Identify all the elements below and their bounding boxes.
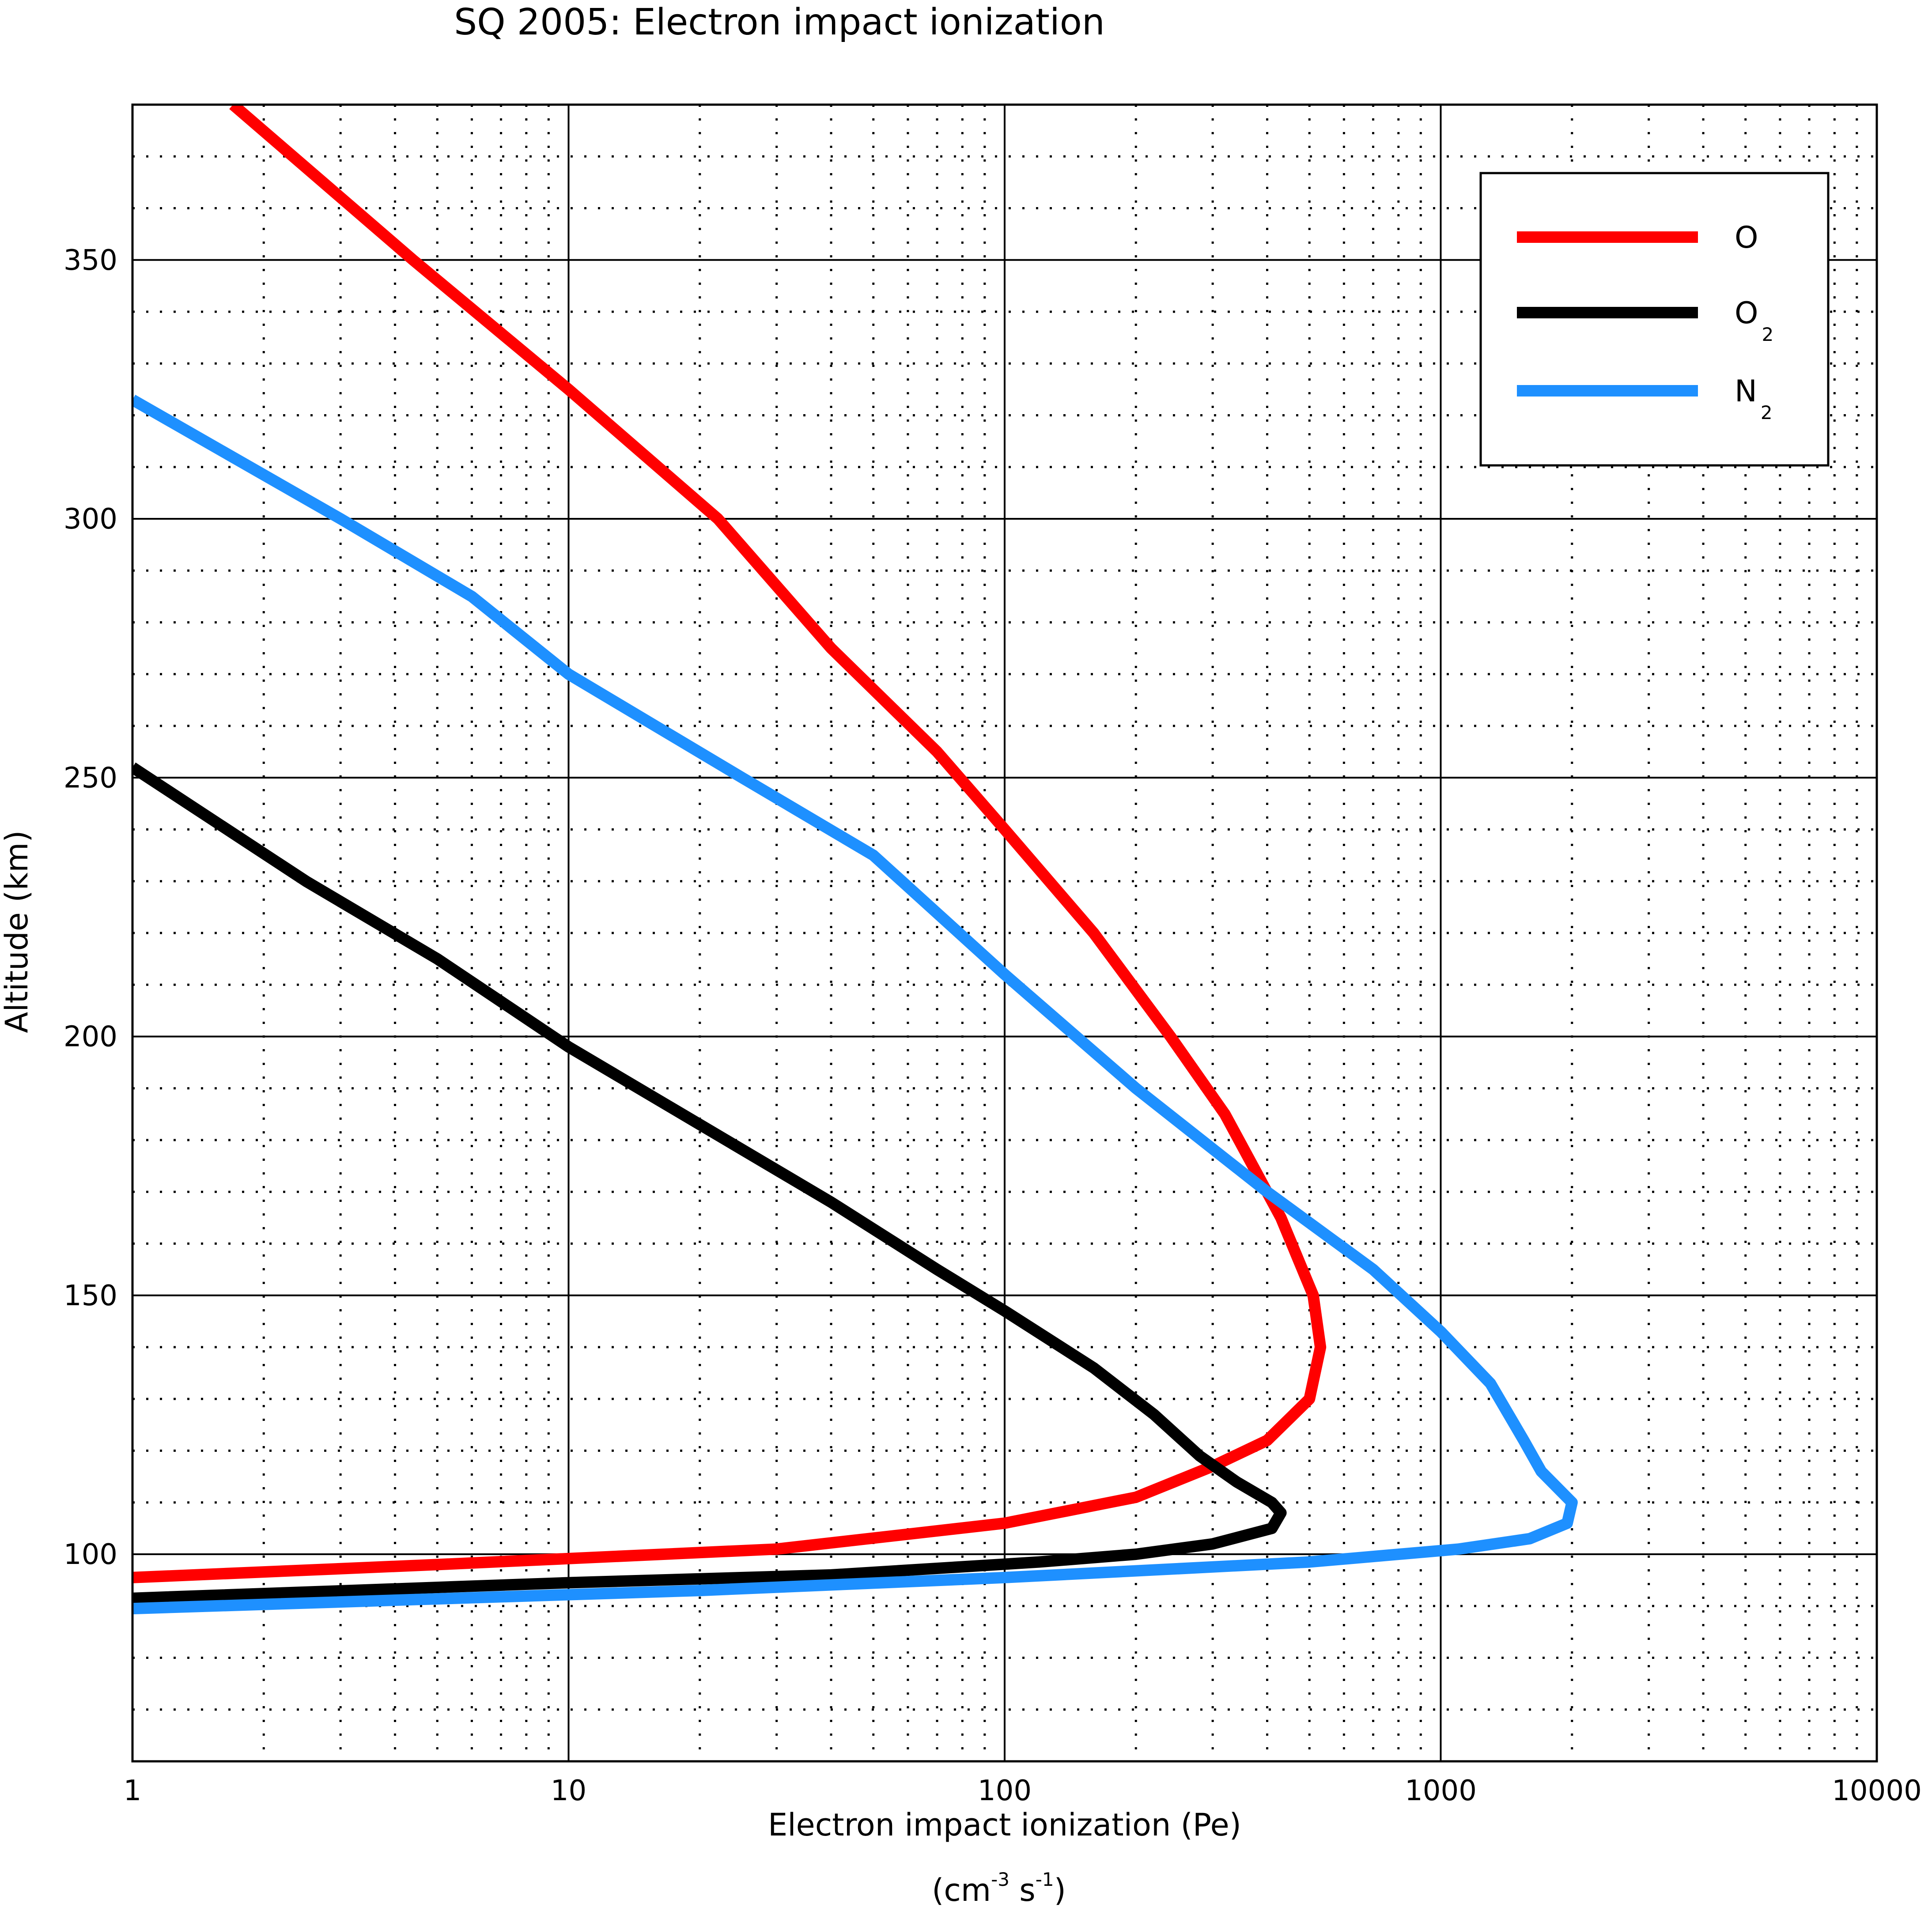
series-line-o — [132, 105, 1327, 1583]
units-open: (cm — [932, 1872, 991, 1908]
y-tick-label: 100 — [64, 1538, 117, 1571]
x-axis-units: (cm-3 s-1) — [932, 1869, 1066, 1908]
y-tick-labels: 100 150 200 250 300 350 — [64, 244, 117, 1571]
series-line-o2 — [132, 762, 1287, 1604]
chart-title: SQ 2005: Electron impact ionization — [454, 1, 1105, 43]
plot-frame — [131, 103, 1878, 1763]
x-tick-label: 1000 — [1405, 1775, 1477, 1807]
legend-label-n2: N2 — [1735, 374, 1773, 423]
units-close: ) — [1054, 1872, 1066, 1908]
units-mid: s — [1009, 1872, 1036, 1908]
legend-box — [1479, 172, 1830, 467]
y-tick-label: 300 — [64, 503, 117, 536]
y-tick-label: 250 — [64, 762, 117, 794]
x-tick-labels: 1 10 100 1000 10000 — [124, 1775, 1922, 1807]
x-tick-label: 10000 — [1832, 1775, 1922, 1807]
y-tick-label: 150 — [64, 1280, 117, 1312]
y-tick-label: 200 — [64, 1021, 117, 1054]
x-tick-label: 100 — [978, 1775, 1032, 1807]
x-tick-label: 1 — [124, 1775, 142, 1807]
x-tick-label: 10 — [551, 1775, 586, 1807]
legend-label-o: O — [1735, 220, 1758, 255]
y-tick-label: 350 — [64, 244, 117, 277]
x-axis-label: Electron impact ionization (Pe) — [768, 1807, 1241, 1843]
series-line-n2 — [132, 395, 1578, 1615]
legend-label-o2: O2 — [1735, 296, 1773, 345]
legend: O O2 N2 — [1479, 172, 1830, 467]
units-sup-1: -3 — [991, 1869, 1009, 1890]
y-axis-label: Altitude (km) — [0, 830, 35, 1033]
units-sup-2: -1 — [1036, 1869, 1054, 1890]
series-layer — [132, 105, 1578, 1615]
